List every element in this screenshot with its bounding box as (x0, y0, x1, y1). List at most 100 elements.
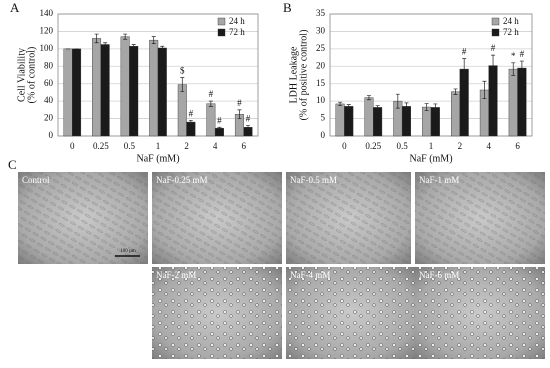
bar (335, 103, 345, 137)
error-bar (160, 45, 165, 51)
x-axis-title: NaF (mM) (136, 153, 179, 164)
significance-marker: # (237, 98, 242, 108)
x-tick-label: 0.5 (124, 141, 136, 151)
error-bar (519, 60, 524, 76)
bar (430, 107, 440, 137)
micrograph-label: NaF-0.25 mM (156, 175, 208, 185)
error-bar (123, 33, 128, 40)
legend-label: 72 h (503, 27, 519, 37)
error-bar (180, 77, 185, 92)
micrograph-label: NaF-1 mM (419, 175, 459, 185)
x-tick-label: 0 (70, 141, 75, 151)
error-bar (208, 100, 213, 107)
micrograph: NaF-6 mM (415, 267, 545, 359)
significance-marker: $ (180, 66, 185, 76)
x-axis-title: NaF (mM) (409, 153, 452, 164)
error-bar (395, 93, 400, 109)
bar (129, 46, 139, 137)
bar (72, 48, 82, 137)
bar (344, 106, 354, 137)
micrograph-cells (286, 172, 411, 264)
y-tick-label: 0 (49, 130, 54, 140)
micrograph: NaF-0.25 mM (152, 172, 282, 264)
error-bar (424, 103, 429, 111)
legend-label: 24 h (229, 16, 245, 26)
x-tick-label: 6 (241, 141, 246, 151)
micrograph-cells (415, 267, 545, 359)
y-tick-label: 20 (44, 113, 54, 123)
bar (63, 48, 73, 137)
error-bar (103, 42, 108, 47)
significance-marker: # (520, 49, 525, 59)
micrograph: NaF-4 mM (286, 267, 416, 359)
bar (206, 103, 216, 137)
micrograph-cells (415, 172, 545, 264)
error-bar (94, 33, 99, 44)
micrograph-cells (18, 172, 148, 264)
error-bar (366, 95, 371, 101)
bar (120, 36, 130, 137)
y-axis-title: (% of control) (26, 47, 37, 104)
x-tick-label: 2 (458, 141, 463, 151)
y-tick-label: 100 (40, 43, 54, 53)
significance-marker: # (209, 89, 214, 99)
bar (451, 91, 461, 137)
legend-label: 24 h (503, 16, 519, 26)
bar (508, 68, 518, 137)
bar (177, 84, 187, 137)
error-bar (491, 54, 496, 77)
error-bar (188, 119, 193, 125)
legend-swatch (217, 17, 226, 26)
micrograph: Control 100 µm (18, 172, 148, 264)
micrograph-label: NaF-0.5 mM (290, 175, 337, 185)
micrograph-label: Control (22, 175, 50, 185)
error-bar (375, 105, 380, 110)
micrograph-cells (286, 267, 416, 359)
error-bar (131, 44, 136, 49)
error-bar (482, 80, 487, 100)
bar (422, 106, 432, 137)
error-bar (338, 101, 343, 107)
error-bar (511, 62, 516, 76)
panel-label: B (283, 0, 292, 15)
micrograph-label: NaF-6 mM (419, 270, 459, 280)
significance-marker: # (246, 114, 251, 124)
bar (364, 97, 374, 137)
x-tick-label: 4 (486, 141, 491, 151)
error-bar (404, 102, 409, 111)
bar (373, 107, 383, 137)
micrograph: NaF-0.5 mM (286, 172, 411, 264)
error-bar (433, 103, 438, 112)
micrograph-cells (152, 267, 282, 359)
y-tick-label: 10 (316, 95, 326, 105)
micrograph-label: NaF-2 mM (156, 270, 196, 280)
significance-marker: # (491, 43, 496, 53)
panel-label: A (10, 0, 20, 15)
scale-bar-label: 100 µm (120, 249, 136, 254)
error-bar (151, 36, 156, 44)
x-tick-label: 0.5 (397, 141, 409, 151)
error-bar (346, 104, 351, 109)
y-tick-label: 120 (40, 25, 54, 35)
y-tick-label: 80 (44, 60, 54, 70)
bar (92, 38, 102, 137)
y-tick-label: 0 (321, 130, 326, 140)
y-tick-label: 40 (44, 95, 54, 105)
bar (401, 106, 411, 137)
error-bar (237, 109, 242, 119)
legend-swatch (491, 17, 500, 26)
micrograph: NaF-2 mM (152, 267, 282, 359)
significance-marker: # (217, 115, 222, 125)
micrograph: NaF-1 mM (415, 172, 545, 264)
y-tick-label: 35 (316, 8, 326, 18)
x-tick-label: 0.25 (93, 141, 109, 151)
y-axis-title: LDH Leakage (288, 46, 299, 103)
y-tick-label: 30 (316, 25, 326, 35)
x-tick-label: 4 (213, 141, 218, 151)
legend-swatch (217, 28, 226, 37)
x-tick-label: 2 (184, 141, 189, 151)
error-bar (217, 126, 222, 130)
error-bar (246, 125, 250, 130)
y-axis-title: Cell Viability (16, 48, 27, 102)
